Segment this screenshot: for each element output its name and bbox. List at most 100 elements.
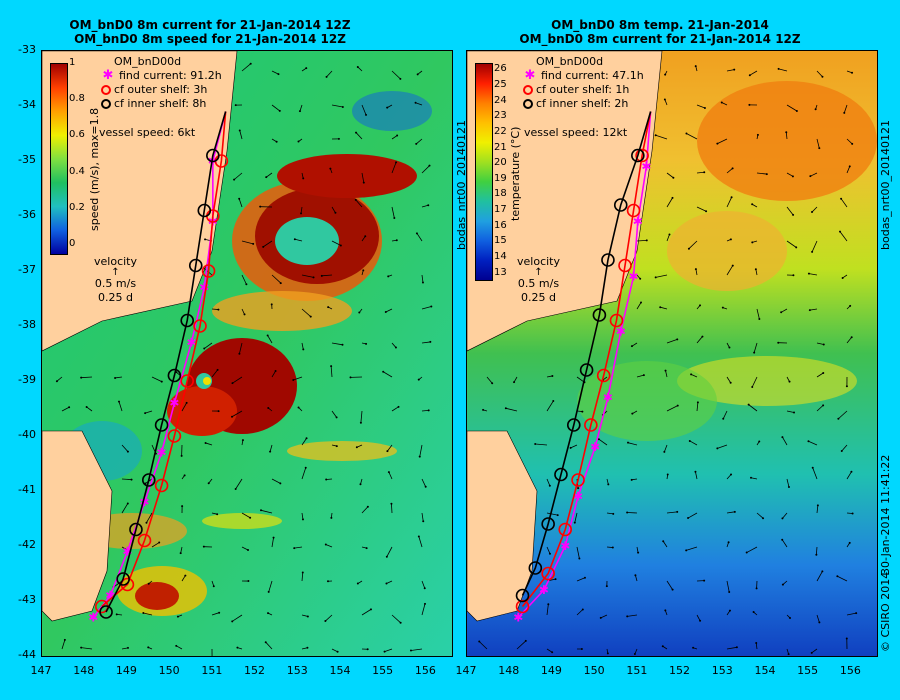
right-velocity-scale: velocity ↑ 0.5 m/s 0.25 d bbox=[517, 255, 560, 304]
colorbar-tick-label: 24 bbox=[494, 94, 507, 106]
velocity-arrow-head bbox=[627, 441, 630, 444]
track-marker bbox=[558, 522, 573, 537]
velocity-arrow bbox=[690, 373, 698, 378]
velocity-arrow-head bbox=[326, 580, 329, 583]
colorbar-tick-label: 23 bbox=[494, 110, 507, 122]
velocity-arrow bbox=[180, 546, 183, 554]
velocity-arrow-head bbox=[245, 283, 248, 286]
velocity-arrow-head bbox=[690, 373, 693, 376]
velocity-arrow-head bbox=[758, 440, 761, 443]
velocity-arrow-head bbox=[851, 142, 854, 145]
velocity-arrow bbox=[410, 648, 423, 651]
track-marker: ✱ bbox=[169, 396, 179, 410]
velocity-arrow bbox=[241, 240, 254, 245]
velocity-arrow-head bbox=[126, 450, 129, 453]
lon-tick-label: 149 bbox=[115, 664, 137, 677]
track-marker bbox=[541, 566, 555, 581]
velocity-arrow-head bbox=[837, 417, 840, 420]
velocity-arrow-head bbox=[305, 67, 308, 70]
copyright: © CSIRO 2014 bbox=[879, 571, 892, 652]
velocity-arrow-head bbox=[637, 551, 640, 554]
velocity-arrow-head bbox=[851, 512, 854, 515]
velocity-arrow bbox=[415, 138, 423, 145]
velocity-arrow-head bbox=[327, 306, 330, 309]
velocity-arrow-head bbox=[687, 247, 690, 250]
velocity-arrow bbox=[815, 546, 818, 555]
velocity-arrow bbox=[331, 206, 336, 214]
velocity-arrow bbox=[546, 648, 553, 653]
velocity-arrow-head bbox=[397, 405, 400, 408]
velocity-arrow-head bbox=[355, 131, 358, 134]
velocity-arrow bbox=[546, 546, 551, 554]
velocity-arrow-head bbox=[218, 611, 221, 614]
velocity-arrow-head bbox=[365, 113, 368, 116]
velocity-arrow-head bbox=[243, 313, 246, 316]
track-marker: ✱ bbox=[199, 281, 209, 295]
velocity-arrow-head bbox=[264, 641, 267, 644]
velocity-arrow bbox=[121, 478, 132, 481]
track-marker bbox=[618, 258, 632, 273]
velocity-arrow-head bbox=[427, 204, 430, 207]
colorbar-tick-label: 0 bbox=[69, 237, 76, 249]
velocity-arrow bbox=[816, 571, 823, 582]
velocity-arrow-head bbox=[850, 470, 853, 473]
velocity-arrow-head bbox=[279, 282, 282, 285]
velocity-arrow-head bbox=[418, 455, 421, 458]
velocity-arrow bbox=[839, 231, 848, 242]
velocity-arrow bbox=[726, 69, 735, 72]
left-tasmania bbox=[42, 430, 113, 622]
lon-tick-label: 152 bbox=[244, 664, 266, 677]
velocity-arrow bbox=[746, 546, 758, 553]
velocity-arrow bbox=[576, 546, 580, 559]
velocity-arrow-head bbox=[551, 374, 554, 377]
velocity-arrow-head bbox=[524, 639, 527, 642]
velocity-arrow bbox=[717, 444, 728, 449]
velocity-arrow-head bbox=[417, 378, 420, 381]
colorbar-tick-label: 19 bbox=[494, 172, 507, 184]
velocity-arrow-head bbox=[752, 611, 755, 614]
velocity-arrow bbox=[271, 370, 276, 378]
velocity-arrow-head bbox=[795, 246, 798, 249]
velocity-arrow bbox=[241, 274, 247, 285]
velocity-arrow bbox=[627, 512, 638, 514]
velocity-arrow bbox=[301, 274, 314, 278]
lon-tick-label: 150 bbox=[583, 664, 605, 677]
lat-tick-label: -37 bbox=[18, 263, 36, 276]
velocity-arrow-head bbox=[267, 406, 270, 409]
velocity-arrow-head bbox=[356, 582, 359, 585]
track-marker: ✱ bbox=[139, 495, 149, 509]
velocity-arrow bbox=[301, 438, 307, 446]
track-marker bbox=[180, 313, 195, 328]
velocity-arrow-head bbox=[639, 277, 642, 280]
velocity-arrow-head bbox=[354, 198, 357, 201]
velocity-arrow-head bbox=[728, 590, 731, 593]
velocity-arrow bbox=[355, 132, 363, 140]
velocity-arrow-head bbox=[63, 638, 66, 641]
velocity-arrow bbox=[627, 442, 638, 446]
velocity-arrow bbox=[121, 444, 129, 452]
velocity-arrow bbox=[294, 546, 303, 549]
right-map-panel[interactable]: ✱ ✱ ✱ ✱ ✱ ✱ ✱ ✱ ✱ ✱ 26 25 24 23 22 21 20 19 18 17 16 15 14 13 … bbox=[466, 50, 878, 657]
velocity-arrow-head bbox=[664, 73, 667, 76]
velocity-arrow bbox=[385, 308, 393, 313]
track-marker bbox=[188, 258, 203, 273]
velocity-arrow-head bbox=[335, 445, 338, 448]
velocity-arrow-head bbox=[306, 646, 309, 649]
track-marker bbox=[154, 478, 169, 493]
velocity-arrow-head bbox=[393, 217, 396, 220]
velocity-arrow-head bbox=[787, 653, 790, 656]
velocity-arrow-head bbox=[607, 483, 610, 486]
velocity-arrow-head bbox=[822, 371, 825, 374]
left-map-panel[interactable]: ✱ ✱ ✱ ✱ ✱ ✱ ✱ ✱ ✱ ✱ 1 0.8 0.6 0.4 0.2 0 speed (m/s), m… bbox=[41, 50, 453, 657]
left-velocity-arrows bbox=[55, 62, 433, 656]
left-vessel-speed: vessel speed: 6kt bbox=[99, 126, 196, 139]
velocity-arrow-head bbox=[385, 555, 388, 558]
velocity-arrow bbox=[846, 138, 853, 145]
velocity-arrow bbox=[840, 198, 848, 208]
velocity-arrow-head bbox=[241, 439, 244, 442]
lat-tick-label: -39 bbox=[18, 373, 36, 386]
velocity-arrow-head bbox=[816, 504, 819, 507]
velocity-arrow-head bbox=[753, 351, 756, 354]
velocity-arrow bbox=[232, 376, 243, 384]
legend-outer-shelf: cf outer shelf: 3h bbox=[100, 83, 222, 97]
